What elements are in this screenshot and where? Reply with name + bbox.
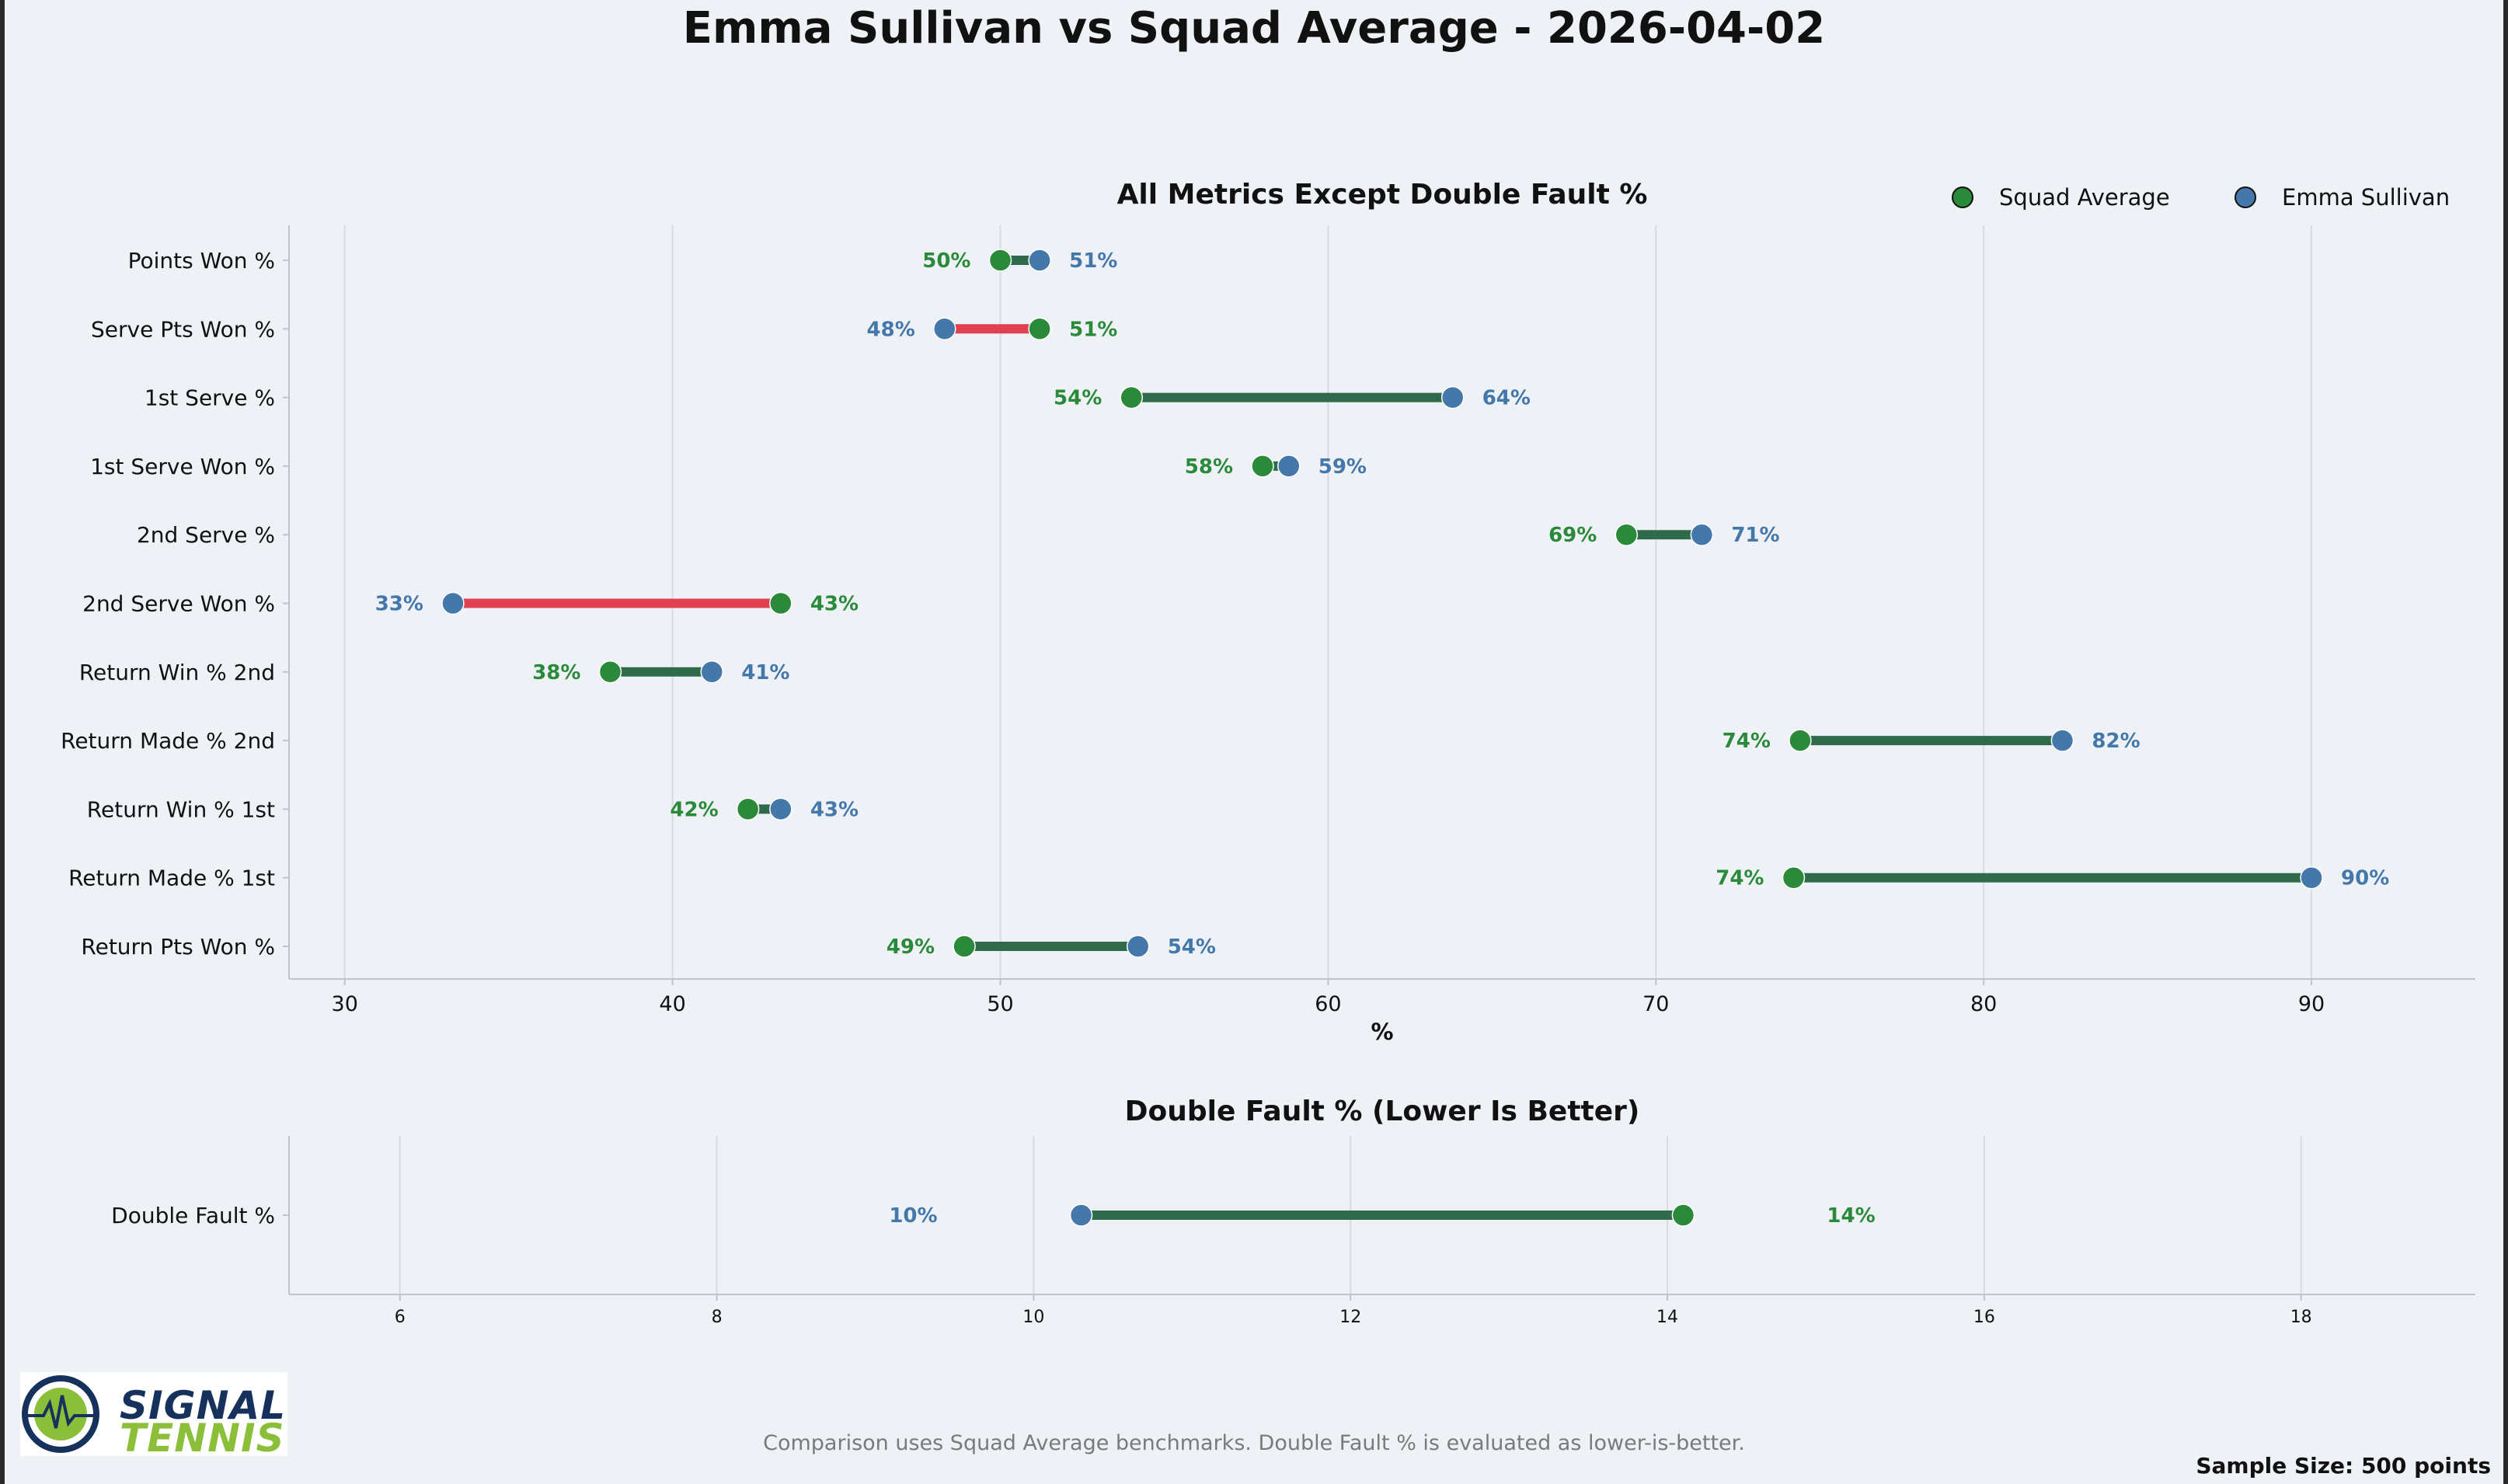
y-category-label: Return Made % 2nd — [61, 728, 275, 754]
squad-data-label: 74% — [1716, 867, 1764, 890]
player-data-label: 90% — [2341, 867, 2389, 890]
sample-size-label: Sample Size: 500 points — [2196, 1453, 2491, 1479]
player-point — [1028, 249, 1051, 272]
x-tick-label: 30 — [332, 992, 358, 1016]
player-data-label: 64% — [1482, 387, 1531, 410]
player-point — [441, 591, 465, 615]
squad-average-point — [1671, 1204, 1695, 1227]
legend-marker — [2235, 186, 2256, 208]
signal-tennis-logo: SIGNAL TENNIS — [20, 1372, 287, 1461]
squad-data-label: 14% — [1827, 1204, 1875, 1228]
player-point — [2050, 729, 2074, 752]
player-data-label: 71% — [1731, 524, 1779, 547]
squad-data-label: 51% — [1069, 318, 1117, 341]
window-frame-right — [2503, 0, 2508, 1484]
x-tick-label: 16 — [1973, 1308, 1995, 1327]
player-point — [769, 797, 792, 821]
logo-text-tennis: TENNIS — [120, 1416, 285, 1461]
squad-average-point — [769, 591, 792, 615]
player-data-label: 43% — [810, 798, 859, 821]
squad-average-point — [1789, 729, 1812, 752]
squad-average-point — [1251, 455, 1274, 478]
legend-label: Emma Sullivan — [2282, 184, 2450, 211]
x-tick-label: 90 — [2298, 992, 2325, 1016]
y-category-label: Double Fault % — [111, 1203, 275, 1228]
squad-data-label: 38% — [532, 661, 580, 685]
y-category-label: Return Win % 1st — [87, 796, 275, 822]
tennis-ball-icon — [22, 1375, 99, 1453]
player-point — [1440, 385, 1465, 409]
page-title: Emma Sullivan vs Squad Average - 2026-04… — [682, 3, 1826, 54]
player-data-label: 54% — [1168, 935, 1216, 959]
squad-data-label: 42% — [670, 798, 718, 821]
squad-data-label: 74% — [1723, 730, 1771, 753]
squad-data-label: 69% — [1548, 524, 1597, 547]
y-category-label: Serve Pts Won % — [91, 316, 275, 342]
squad-data-label: 58% — [1185, 455, 1233, 479]
x-tick-label: 8 — [712, 1308, 723, 1327]
y-category-label: 1st Serve % — [145, 385, 275, 411]
legend-label: Squad Average — [1999, 184, 2170, 211]
player-data-label: 41% — [741, 661, 789, 685]
squad-average-point — [988, 249, 1012, 272]
player-data-label: 51% — [1069, 249, 1117, 273]
squad-average-point — [598, 660, 622, 684]
x-tick-label: 12 — [1339, 1308, 1361, 1327]
squad-average-point — [1782, 866, 1806, 890]
squad-average-point — [736, 797, 760, 821]
squad-data-label: 50% — [922, 249, 970, 273]
x-tick-label: 10 — [1022, 1308, 1044, 1327]
player-data-label: 48% — [867, 318, 915, 341]
x-tick-label: 6 — [395, 1308, 406, 1327]
legend-marker — [1952, 186, 1973, 208]
squad-data-label: 54% — [1054, 387, 1102, 410]
x-tick-label: 80 — [1970, 992, 1997, 1016]
x-tick-label: 70 — [1642, 992, 1669, 1016]
player-point — [700, 660, 723, 684]
player-data-label: 59% — [1318, 455, 1367, 479]
squad-average-point — [1120, 385, 1144, 409]
x-tick-label: 60 — [1315, 992, 1341, 1016]
squad-average-point — [1028, 317, 1051, 341]
player-data-label: 82% — [2092, 730, 2140, 753]
player-point — [1277, 455, 1301, 478]
x-axis-label: % — [1371, 1019, 1393, 1045]
squad-average-point — [1615, 523, 1639, 546]
chart-title: All Metrics Except Double Fault % — [1117, 179, 1648, 211]
window-frame-left — [0, 0, 5, 1484]
player-point — [2300, 866, 2323, 890]
player-data-label: 10% — [889, 1204, 937, 1228]
y-category-label: 1st Serve Won % — [90, 454, 275, 479]
logo-text-signal: SIGNAL — [120, 1383, 287, 1428]
squad-data-label: 49% — [887, 935, 935, 959]
player-point — [933, 317, 956, 341]
footnote: Comparison uses Squad Average benchmarks… — [763, 1431, 1745, 1455]
y-category-label: Return Win % 2nd — [79, 660, 275, 685]
player-point — [1069, 1204, 1093, 1227]
y-category-label: 2nd Serve Won % — [82, 591, 275, 617]
player-data-label: 33% — [375, 593, 423, 616]
squad-average-point — [953, 935, 976, 958]
player-point — [1690, 523, 1714, 546]
y-category-label: 2nd Serve % — [137, 522, 275, 548]
x-tick-label: 40 — [659, 992, 685, 1016]
chart-title: Double Fault % (Lower Is Better) — [1125, 1096, 1640, 1127]
y-category-label: Return Pts Won % — [81, 934, 275, 960]
x-tick-label: 14 — [1656, 1308, 1678, 1327]
y-category-label: Return Made % 1st — [68, 866, 275, 891]
y-category-label: Points Won % — [128, 248, 275, 273]
squad-data-label: 43% — [810, 593, 859, 616]
x-tick-label: 50 — [987, 992, 1013, 1016]
x-tick-label: 18 — [2290, 1308, 2312, 1327]
player-point — [1126, 935, 1150, 958]
